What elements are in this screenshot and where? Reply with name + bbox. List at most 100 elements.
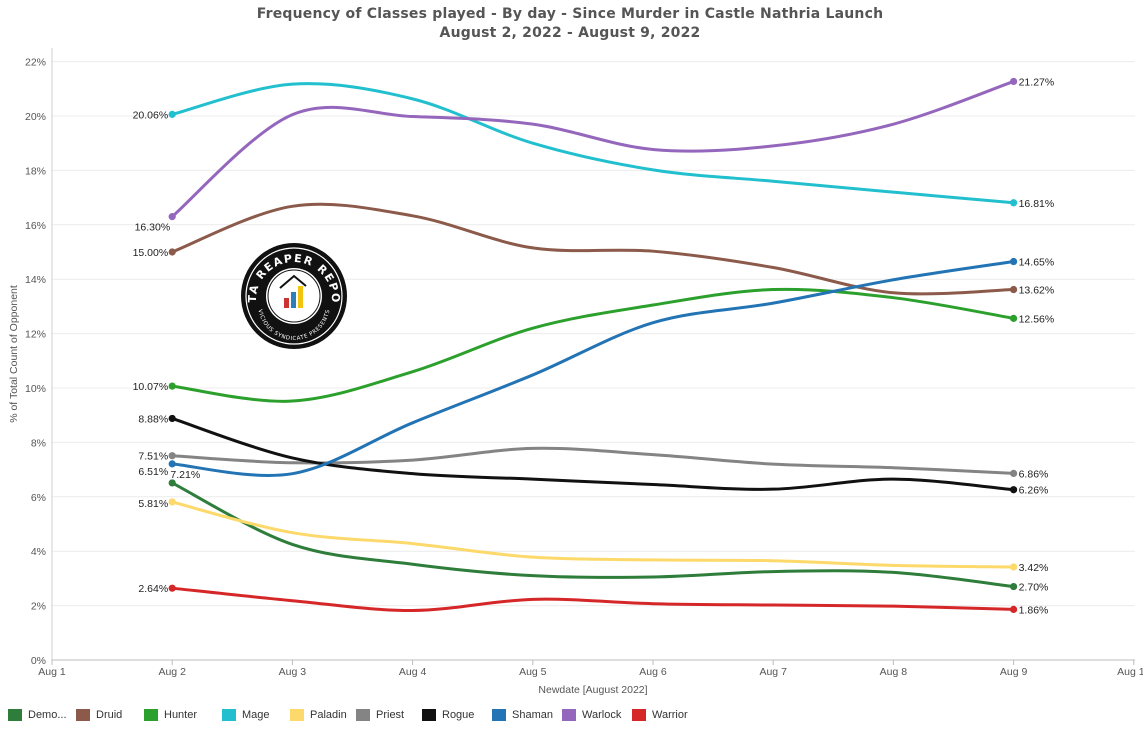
end-point [1010,605,1018,614]
series-line [170,79,1016,219]
legend-swatch [562,709,576,721]
legend-item[interactable]: Druid [76,709,144,721]
series-line [170,446,1016,475]
legend-item[interactable]: Warlock [562,709,632,721]
x-tick-label: Aug 6 [639,666,667,678]
y-axis-ticks: 0% 2% 4% 6% 8% 10% 12% 14% 16% 18% 20% 22% [25,57,46,667]
end-point [1010,563,1018,571]
end-point [1010,77,1018,86]
y-axis-label: % of Total Count of Opponent [8,285,20,423]
start-label: 20.06% [133,109,169,121]
end-label: 2.70% [1019,582,1049,594]
start-point [168,584,176,592]
end-point [1010,314,1018,322]
x-tick-label: Aug 9 [1000,666,1028,678]
end-label: 6.26% [1019,485,1049,497]
series-line [170,287,1016,403]
legend-label: Rogue [442,709,475,721]
x-axis-ticks: Aug 1 Aug 2 Aug 3 Aug 4 Aug 5 Aug 6 Aug 7 Aug 8… [38,660,1143,678]
end-label: 13.62% [1019,285,1055,297]
y-tick-label: 14% [25,274,46,286]
start-point [168,110,176,118]
series-line [170,82,1016,205]
legend-label: Demo... [28,709,67,721]
x-tick-label: Aug 8 [880,666,908,678]
end-label: 12.56% [1019,313,1055,325]
legend-item[interactable]: Mage [222,709,290,721]
legend-swatch [492,709,506,721]
start-label: 8.88% [138,413,168,425]
legend-label: Druid [96,709,123,721]
legend-item[interactable]: Hunter [144,709,222,721]
y-tick-label: 12% [25,329,46,341]
chart-legend: Demo... Druid Hunter Mage Paladin Priest Rogue… [8,709,702,721]
legend-item[interactable]: Demo... [8,709,76,721]
series-line [170,416,1016,492]
x-tick-label: Aug 3 [279,666,307,678]
start-point [168,213,176,221]
legend-label: Warlock [582,709,622,721]
legend-swatch [8,709,22,721]
end-point [1010,285,1018,294]
legend-label: Paladin [310,709,347,721]
chart-title: Frequency of Classes played - By day - S… [257,6,884,22]
y-tick-label: 16% [25,220,46,232]
y-tick-label: 10% [25,383,46,395]
start-label: 5.81% [138,498,168,510]
y-tick-label: 22% [25,57,46,69]
end-label: 3.42% [1019,562,1049,574]
end-label: 21.27% [1019,76,1055,88]
start-label: 16.30% [135,222,171,234]
end-point [1010,582,1018,591]
start-point [168,460,176,468]
y-tick-label: 0% [31,655,46,667]
legend-swatch [422,709,436,721]
legend-label: Hunter [164,709,198,721]
legend-label: Shaman [512,709,553,721]
x-tick-label: Aug 4 [399,666,427,678]
end-label: 1.86% [1019,604,1049,616]
series-line [170,586,1016,612]
legend-label: Priest [376,709,405,721]
start-point [168,452,176,460]
legend-label: Mage [242,709,270,721]
y-tick-label: 18% [25,165,46,177]
legend-item[interactable]: Rogue [422,709,492,721]
legend-item[interactable]: Paladin [290,709,356,721]
series-line [170,500,1016,569]
start-point [168,248,176,256]
data-labels: 6.51% 2.70% 15.00% 13.62% 10.07% 12.56% 20.06%… [133,76,1055,616]
end-point [1010,199,1018,207]
start-label: 15.00% [133,247,169,259]
x-tick-label: Aug 2 [158,666,186,678]
legend-label: Warrior [652,709,688,721]
start-label: 6.51% [138,466,168,478]
series-line [170,481,1016,589]
start-label: 2.64% [138,583,168,595]
legend-swatch [290,709,304,721]
grid-lines [52,61,1135,607]
end-point [1010,257,1018,266]
series-line [170,202,1016,296]
x-tick-label: Aug 5 [519,666,547,678]
x-tick-label: Aug 10 [1117,666,1143,678]
end-label: 16.81% [1019,198,1055,210]
legend-item[interactable]: Warrior [632,709,702,721]
legend-item[interactable]: Shaman [492,709,562,721]
end-point [1010,469,1018,478]
data-reaper-logo: DATA REAPER REPORT VICIOUS SYNDICATE PRE… [241,243,347,349]
start-point [168,382,176,390]
x-tick-label: Aug 1 [38,666,66,678]
start-point [168,498,176,506]
start-point [168,479,176,487]
start-point [168,414,176,423]
legend-swatch [144,709,158,721]
legend-item[interactable]: Priest [356,709,422,721]
start-label: 10.07% [133,381,169,393]
x-axis-label: Newdate [August 2022] [538,684,647,696]
legend-swatch [632,709,646,721]
y-tick-label: 6% [31,492,46,504]
y-tick-label: 2% [31,601,46,613]
series-line [170,260,1016,477]
